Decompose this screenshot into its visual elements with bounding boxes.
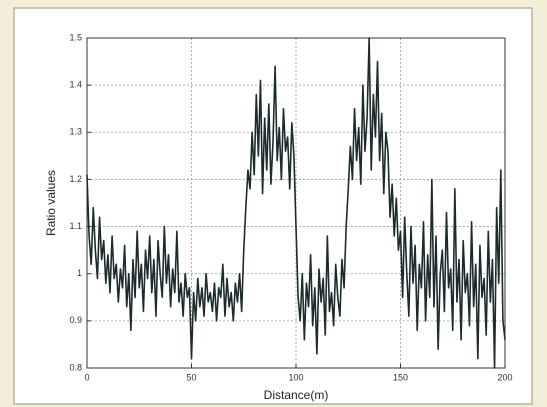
y-axis-title: Ratio values bbox=[44, 170, 58, 236]
x-tick-label: 100 bbox=[288, 372, 303, 382]
y-tick-label: 1.3 bbox=[69, 127, 82, 137]
x-tick-label: 50 bbox=[186, 372, 196, 382]
plot-frame bbox=[86, 37, 506, 369]
figure-frame bbox=[13, 7, 533, 405]
y-tick-label: 1.4 bbox=[69, 80, 82, 90]
y-tick-label: 0.8 bbox=[69, 362, 82, 372]
y-tick-label: 1.5 bbox=[69, 32, 82, 42]
x-tick-label: 0 bbox=[84, 372, 89, 382]
y-tick-label: 0.9 bbox=[69, 315, 82, 325]
x-tick-label: 200 bbox=[497, 372, 512, 382]
x-tick-label: 150 bbox=[393, 372, 408, 382]
x-axis-title: Distance(m) bbox=[264, 388, 329, 402]
y-tick-label: 1 bbox=[77, 268, 82, 278]
data-line bbox=[86, 37, 506, 369]
y-tick-label: 1.2 bbox=[69, 174, 82, 184]
y-tick-label: 1.1 bbox=[69, 221, 82, 231]
